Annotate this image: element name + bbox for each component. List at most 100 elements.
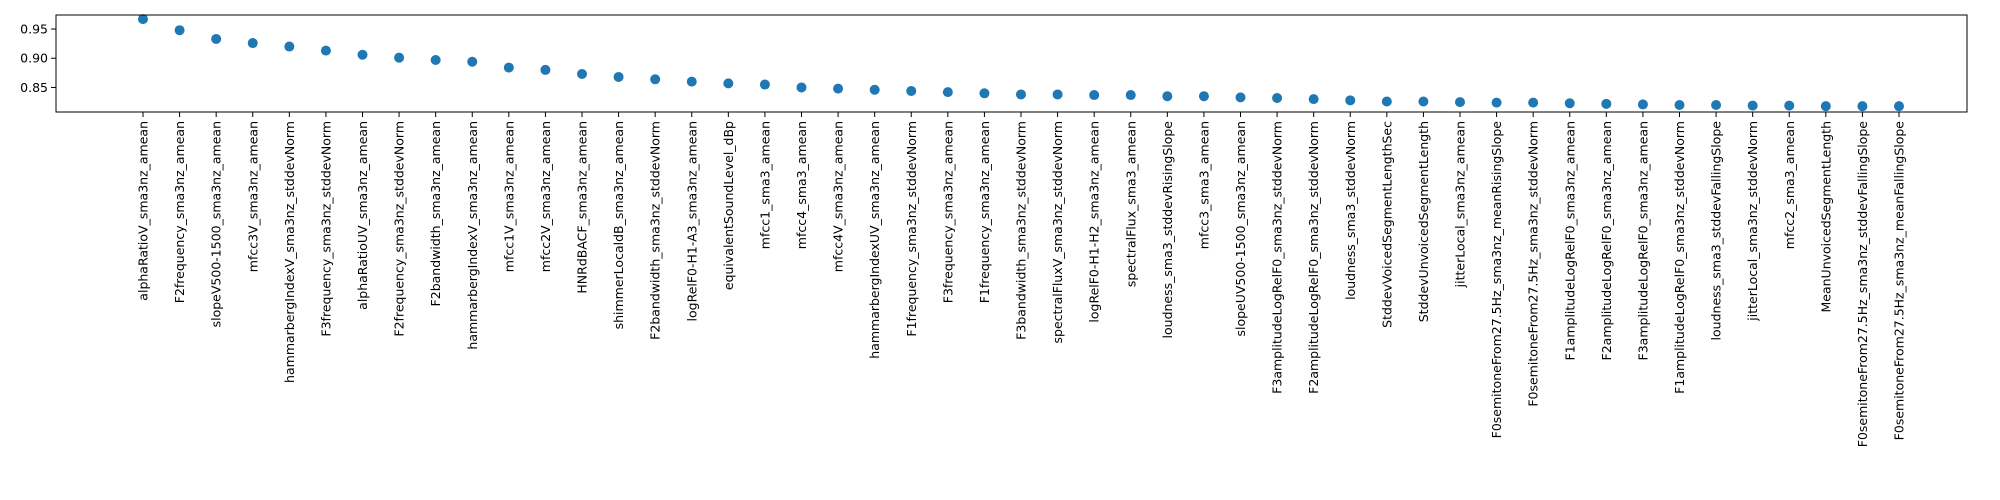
data-point (1564, 98, 1575, 109)
data-point (1308, 94, 1319, 105)
y-axis: 0.85 0.90 0.95 (20, 22, 56, 95)
x-tick-label: mfcc2V_sma3nz_amean (538, 121, 553, 272)
data-point (1272, 92, 1283, 103)
data-point (1235, 92, 1246, 103)
x-tick-label: StddevUnvoicedSegmentLength (1416, 121, 1431, 322)
data-point (869, 84, 880, 95)
data-point (1381, 96, 1392, 107)
y-tick-label: 0.95 (20, 22, 48, 37)
x-tick-label: mfcc4V_sma3nz_amean (831, 121, 846, 272)
data-point (1711, 99, 1722, 110)
data-point (1637, 99, 1648, 110)
x-tick-label: loudness_sma3_stddevNorm (1343, 121, 1358, 300)
data-point (1052, 89, 1063, 100)
data-point (1162, 91, 1173, 102)
y-tick-label: 0.85 (20, 80, 48, 95)
data-point (759, 79, 770, 90)
data-point (1198, 91, 1209, 102)
x-tick-label: HNRdBACF_sma3nz_amean (575, 121, 590, 294)
data-point (1747, 100, 1758, 111)
data-point (1089, 90, 1100, 101)
data-point (503, 62, 514, 73)
data-point (357, 49, 368, 60)
data-point (138, 14, 148, 25)
x-tick-label: F3amplitudeLogRelF0_sma3nz_amean (1635, 121, 1650, 360)
data-point (174, 25, 185, 36)
x-tick-label: mfcc2_sma3_amean (1782, 121, 1797, 249)
x-tick-label: hammarbergIndexUV_sma3nz_amean (867, 121, 882, 359)
data-point (723, 78, 734, 89)
x-tick-label: alphaRatioUV_sma3nz_amean (355, 121, 370, 310)
x-tick-label: slopeV500-1500_sma3nz_amean (209, 121, 224, 327)
x-tick-label: F0semitoneFrom27.5Hz_sma3nz_meanRisingSl… (1489, 121, 1504, 439)
x-tick-label: loudness_sma3_stddevRisingSlope (1160, 121, 1175, 339)
data-point (1857, 101, 1868, 112)
data-point (1125, 90, 1136, 101)
x-tick-label: F1amplitudeLogRelF0_sma3nz_amean (1562, 121, 1577, 360)
x-tick-label: F1amplitudeLogRelF0_sma3nz_stddevNorm (1672, 121, 1687, 394)
x-axis: alphaRatioV_sma3nz_amean F2frequency_sma3… (136, 112, 1907, 447)
data-point (613, 71, 624, 82)
x-tick-label: spectralFlux_sma3_amean (1123, 121, 1138, 287)
data-point (906, 85, 917, 96)
data-point (467, 56, 478, 67)
data-point (1820, 101, 1831, 112)
x-tick-label: mfcc4_sma3_amean (794, 121, 809, 249)
data-point (1491, 97, 1502, 108)
data-point (211, 33, 222, 44)
data-point (540, 64, 551, 75)
x-tick-label: F1frequency_sma3nz_stddevNorm (904, 121, 919, 337)
x-tick-label: slopeUV500-1500_sma3nz_amean (1233, 121, 1248, 337)
x-tick-label: F2frequency_sma3nz_amean (172, 121, 187, 303)
data-point (650, 74, 661, 85)
data-point (1345, 95, 1356, 106)
y-tick-label: 0.90 (20, 51, 48, 66)
data-point (430, 54, 441, 65)
data-point (394, 52, 405, 63)
data-point (1528, 97, 1539, 108)
data-point (320, 45, 331, 56)
data-point (1894, 101, 1904, 112)
data-point (1455, 97, 1465, 108)
x-tick-label: hammarbergIndexV_sma3nz_stddevNorm (282, 121, 297, 383)
x-tick-label: F0semitoneFrom27.5Hz_sma3nz_stddevFallin… (1855, 121, 1870, 448)
x-tick-label: F2frequency_sma3nz_stddevNorm (392, 121, 407, 337)
data-point (1784, 100, 1795, 111)
x-tick-label: loudness_sma3_stddevFallingSlope (1709, 121, 1724, 341)
plot-frame (55, 14, 1968, 113)
x-tick-label: jitterLocal_sma3nz_stddevNorm (1745, 121, 1760, 322)
data-point (284, 41, 295, 52)
x-tick-label: F2bandwidth_sma3nz_amean (428, 121, 443, 306)
x-tick-label: F3frequency_sma3nz_amean (940, 121, 955, 303)
data-points (138, 14, 1904, 112)
x-tick-label: spectralFluxV_sma3nz_stddevNorm (1050, 121, 1065, 343)
x-tick-label: F0semitoneFrom27.5Hz_sma3nz_stddevNorm (1526, 121, 1541, 407)
x-tick-label: hammarbergIndexV_sma3nz_amean (465, 121, 480, 350)
x-tick-label: alphaRatioV_sma3nz_amean (136, 121, 151, 301)
data-point (247, 38, 258, 49)
data-point (942, 87, 953, 98)
x-tick-label: F2amplitudeLogRelF0_sma3nz_amean (1599, 121, 1614, 360)
data-point (979, 88, 990, 99)
x-tick-label: jitterLocal_sma3nz_amean (1453, 121, 1468, 288)
data-point (1418, 96, 1429, 107)
x-tick-label: F3frequency_sma3nz_stddevNorm (318, 121, 333, 337)
data-point (796, 82, 807, 93)
x-tick-label: mfcc3V_sma3nz_amean (245, 121, 260, 272)
x-tick-label: F3amplitudeLogRelF0_sma3nz_stddevNorm (1270, 121, 1285, 394)
x-tick-label: shimmerLocaldB_sma3nz_amean (611, 121, 626, 329)
data-point (833, 83, 844, 94)
x-tick-label: F3bandwidth_sma3nz_stddevNorm (1014, 121, 1029, 340)
x-tick-label: logRelF0-H1-H2_sma3nz_amean (1087, 121, 1102, 323)
x-tick-label: mfcc1_sma3_amean (757, 121, 772, 249)
data-point (686, 76, 697, 87)
x-tick-label: logRelF0-H1-A3_sma3nz_amean (684, 121, 699, 321)
data-point (1674, 99, 1685, 110)
x-tick-label: MeanUnvoicedSegmentLength (1818, 121, 1833, 313)
data-point (577, 69, 587, 80)
x-tick-label: F1frequency_sma3nz_amean (977, 121, 992, 303)
data-point (1601, 98, 1612, 109)
x-tick-label: F2amplitudeLogRelF0_sma3nz_stddevNorm (1306, 121, 1321, 394)
x-tick-label: StddevVoicedSegmentLengthSec (1379, 121, 1394, 328)
